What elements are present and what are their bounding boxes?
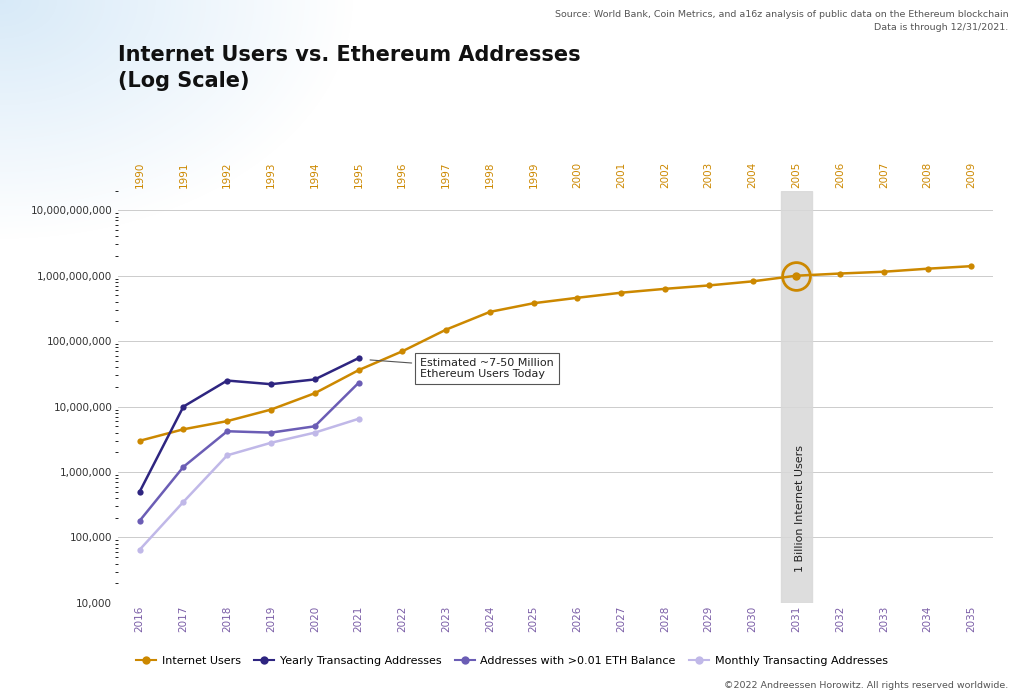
Text: 1 Billion Internet Users: 1 Billion Internet Users: [795, 445, 805, 572]
Text: ©2022 Andreessen Horowitz. All rights reserved worldwide.: ©2022 Andreessen Horowitz. All rights re…: [724, 681, 1009, 690]
Text: Internet Users vs. Ethereum Addresses
(Log Scale): Internet Users vs. Ethereum Addresses (L…: [118, 45, 581, 91]
Text: Source: World Bank, Coin Metrics, and a16z analysis of public data on the Ethere: Source: World Bank, Coin Metrics, and a1…: [555, 10, 1009, 32]
Legend: Internet Users, Yearly Transacting Addresses, Addresses with >0.01 ETH Balance, : Internet Users, Yearly Transacting Addre…: [132, 651, 892, 670]
Text: Estimated ~7-50 Million
Ethereum Users Today: Estimated ~7-50 Million Ethereum Users T…: [370, 358, 554, 379]
Bar: [781, 191, 812, 603]
